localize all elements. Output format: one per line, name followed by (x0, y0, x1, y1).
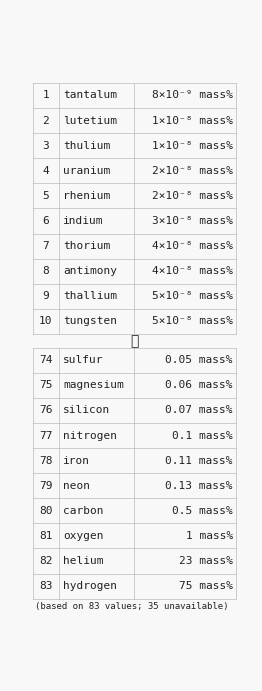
Text: helium: helium (63, 556, 104, 566)
Text: 10: 10 (39, 316, 53, 326)
Text: carbon: carbon (63, 506, 104, 516)
Text: tantalum: tantalum (63, 91, 117, 100)
Bar (33, 574, 236, 598)
Text: 2×10⁻⁸ mass%: 2×10⁻⁸ mass% (152, 191, 233, 201)
Text: 78: 78 (39, 455, 53, 466)
Text: 5×10⁻⁸ mass%: 5×10⁻⁸ mass% (152, 316, 233, 326)
Text: silicon: silicon (63, 406, 111, 415)
Text: 75 mass%: 75 mass% (179, 581, 233, 591)
Text: 80: 80 (39, 506, 53, 516)
Text: nitrogen: nitrogen (63, 430, 117, 441)
Text: 1 mass%: 1 mass% (185, 531, 233, 541)
Text: 0.06 mass%: 0.06 mass% (165, 380, 233, 390)
Bar (33, 448, 236, 473)
Bar (33, 473, 236, 498)
Bar (33, 373, 236, 398)
Bar (33, 284, 236, 309)
Text: 6: 6 (42, 216, 49, 226)
Bar (33, 309, 236, 334)
Bar (33, 398, 236, 423)
Text: tungsten: tungsten (63, 316, 117, 326)
Text: 5: 5 (42, 191, 49, 201)
Bar (33, 549, 236, 574)
Bar (33, 423, 236, 448)
Text: thorium: thorium (63, 241, 111, 251)
Text: hydrogen: hydrogen (63, 581, 117, 591)
Bar (33, 523, 236, 549)
Text: 8: 8 (42, 266, 49, 276)
Bar (33, 498, 236, 523)
Text: 0.07 mass%: 0.07 mass% (165, 406, 233, 415)
Text: 9: 9 (42, 291, 49, 301)
Text: lutetium: lutetium (63, 115, 117, 126)
Text: 82: 82 (39, 556, 53, 566)
Text: 5×10⁻⁸ mass%: 5×10⁻⁸ mass% (152, 291, 233, 301)
Bar (33, 234, 236, 258)
Text: thulium: thulium (63, 141, 111, 151)
Text: 2×10⁻⁸ mass%: 2×10⁻⁸ mass% (152, 166, 233, 176)
Text: antimony: antimony (63, 266, 117, 276)
Bar (33, 183, 236, 209)
Text: ⋮: ⋮ (130, 334, 138, 348)
Text: 3: 3 (42, 141, 49, 151)
Bar (33, 348, 236, 373)
Bar (33, 258, 236, 284)
Text: 4: 4 (42, 166, 49, 176)
Text: iron: iron (63, 455, 90, 466)
Text: 23 mass%: 23 mass% (179, 556, 233, 566)
Bar (33, 83, 236, 108)
Text: thallium: thallium (63, 291, 117, 301)
Bar (33, 158, 236, 183)
Text: neon: neon (63, 481, 90, 491)
Text: 81: 81 (39, 531, 53, 541)
Bar (33, 133, 236, 158)
Text: oxygen: oxygen (63, 531, 104, 541)
Text: indium: indium (63, 216, 104, 226)
Text: 4×10⁻⁸ mass%: 4×10⁻⁸ mass% (152, 266, 233, 276)
Text: rhenium: rhenium (63, 191, 111, 201)
Text: 4×10⁻⁸ mass%: 4×10⁻⁸ mass% (152, 241, 233, 251)
Text: 79: 79 (39, 481, 53, 491)
Text: 8×10⁻⁹ mass%: 8×10⁻⁹ mass% (152, 91, 233, 100)
Text: 1×10⁻⁸ mass%: 1×10⁻⁸ mass% (152, 141, 233, 151)
Text: 83: 83 (39, 581, 53, 591)
Text: 2: 2 (42, 115, 49, 126)
Text: magnesium: magnesium (63, 380, 124, 390)
Text: 74: 74 (39, 355, 53, 366)
Text: 0.05 mass%: 0.05 mass% (165, 355, 233, 366)
Bar (33, 209, 236, 234)
Text: 3×10⁻⁸ mass%: 3×10⁻⁸ mass% (152, 216, 233, 226)
Text: 77: 77 (39, 430, 53, 441)
Text: 1×10⁻⁸ mass%: 1×10⁻⁸ mass% (152, 115, 233, 126)
Text: (based on 83 values; 35 unavailable): (based on 83 values; 35 unavailable) (35, 603, 228, 612)
Text: 0.1 mass%: 0.1 mass% (172, 430, 233, 441)
Text: 0.13 mass%: 0.13 mass% (165, 481, 233, 491)
Text: 0.5 mass%: 0.5 mass% (172, 506, 233, 516)
Text: uranium: uranium (63, 166, 111, 176)
Text: 75: 75 (39, 380, 53, 390)
Bar (33, 108, 236, 133)
Text: 0.11 mass%: 0.11 mass% (165, 455, 233, 466)
Text: sulfur: sulfur (63, 355, 104, 366)
Text: 76: 76 (39, 406, 53, 415)
Text: 7: 7 (42, 241, 49, 251)
Text: 1: 1 (42, 91, 49, 100)
